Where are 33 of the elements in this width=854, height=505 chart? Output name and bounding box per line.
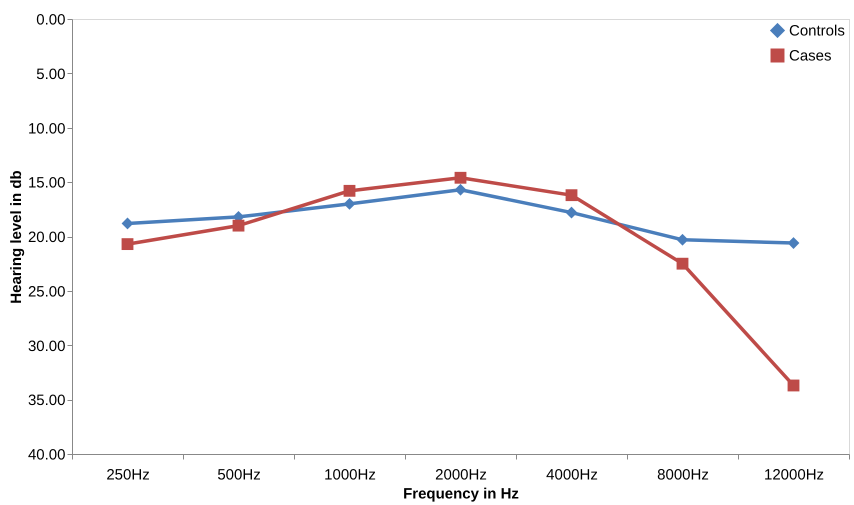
y-tick-label: 30.00 [28,338,66,355]
y-tick-label: 10.00 [28,120,66,138]
x-tick-label: 12000Hz [764,466,824,484]
y-tick-label: 0.00 [36,12,66,28]
point [454,184,466,196]
point [122,238,134,250]
point [566,206,578,218]
x-tick-label: 500Hz [217,466,261,484]
y-axis-title: Hearing level in db [8,170,25,304]
point [454,172,466,184]
x-axis-title: Frequency in Hz [403,486,519,502]
y-tick-label: 15.00 [28,174,66,192]
legend-label: Controls [789,22,845,40]
x-tick-label: 8000Hz [657,466,709,484]
x-tick-label: 1000Hz [324,466,376,484]
legend-label: Cases [789,48,832,64]
y-tick-label: 40.00 [28,446,66,464]
y-tick-label: 5.00 [36,66,66,83]
point [344,198,356,210]
point [122,218,134,230]
point [344,184,356,197]
point [676,258,688,270]
x-tick-label: 4000Hz [546,466,598,484]
x-tick-label: 2000Hz [435,466,487,484]
y-tick-label: 20.00 [28,229,66,246]
x-tick-label: 250Hz [106,466,150,484]
point [676,234,688,246]
point [788,380,800,392]
point [566,189,578,202]
point [788,237,800,249]
point [232,220,244,232]
y-tick-label: 35.00 [28,392,66,410]
y-tick-label: 25.00 [28,283,66,300]
